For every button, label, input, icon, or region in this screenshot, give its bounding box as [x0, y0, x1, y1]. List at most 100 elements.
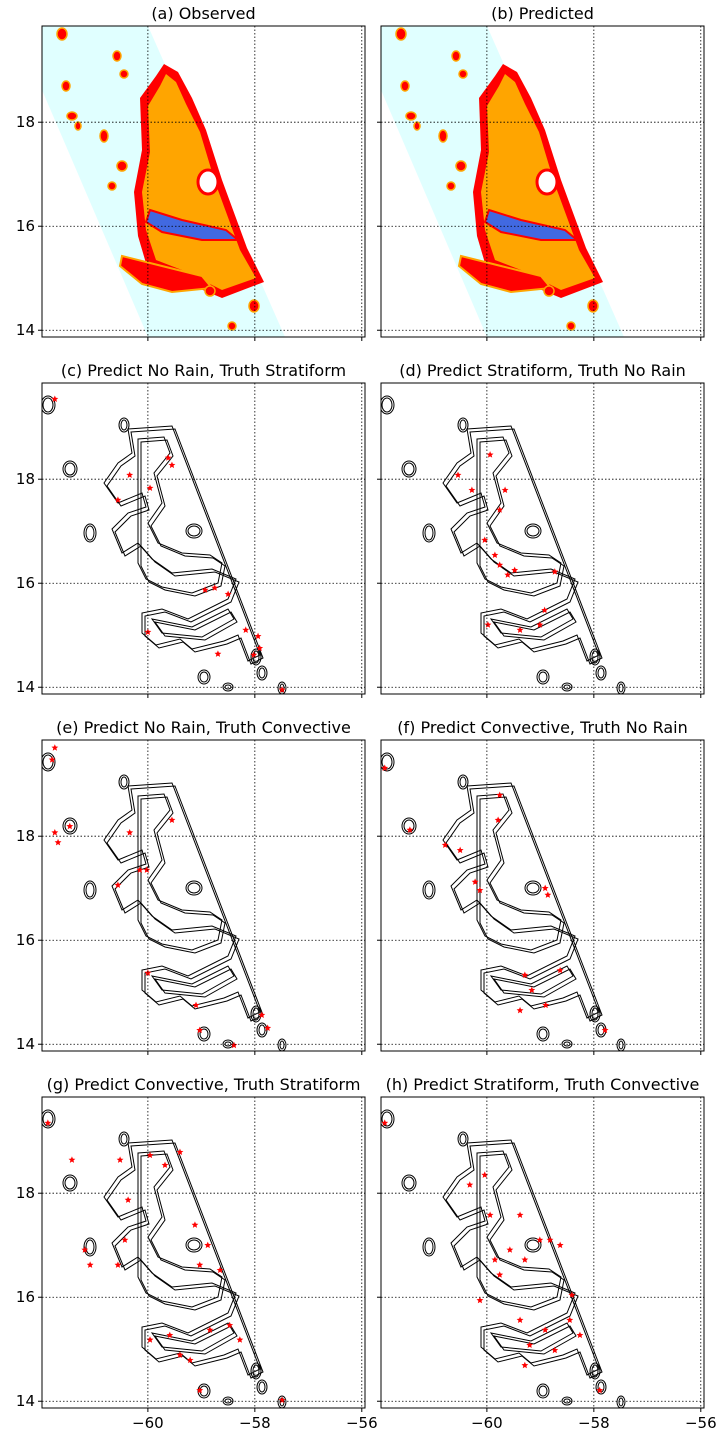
point [193, 1002, 200, 1009]
contour-ring [65, 463, 75, 475]
y-tick-label: 16 [16, 1288, 35, 1306]
point [117, 1156, 124, 1163]
rain-cell [544, 286, 554, 296]
point [521, 1256, 528, 1263]
contour-ring [527, 883, 539, 893]
rain-cell [401, 81, 409, 91]
rain-cell [249, 300, 259, 312]
point [466, 1181, 473, 1188]
point [125, 1196, 132, 1203]
point [557, 1242, 564, 1249]
rain-cell [75, 122, 81, 130]
axes-frame [381, 383, 704, 694]
contour-ring [619, 1398, 623, 1406]
contour-ring [121, 777, 127, 787]
point [491, 552, 498, 559]
point [87, 1261, 94, 1268]
point [577, 1332, 584, 1339]
contour-ring [404, 1177, 414, 1189]
panel-title: (a) Observed [151, 4, 255, 23]
panel-title: (h) Predict Stratiform, Truth Convective [386, 1075, 700, 1094]
contour [155, 1326, 237, 1354]
rain-cell [67, 112, 77, 120]
y-tick-label: 16 [16, 217, 35, 235]
plot-area [380, 753, 625, 1051]
eye [537, 170, 557, 194]
panel-title: (e) Predict No Rain, Truth Convective [56, 718, 351, 737]
point [551, 1347, 558, 1354]
axes-frame [42, 1097, 365, 1408]
panel-title: (c) Predict No Rain, Truth Stratiform [61, 361, 346, 380]
y-tick-label: 16 [16, 931, 35, 949]
y-tick-label: 14 [16, 321, 35, 339]
point [162, 1162, 169, 1169]
point [517, 1317, 524, 1324]
point [541, 607, 548, 614]
contour [152, 609, 234, 637]
contour-ring [65, 1177, 75, 1189]
x-tick-label: −56 [346, 1414, 378, 1432]
plot-area [42, 26, 285, 337]
point [542, 885, 549, 892]
contour-ring [121, 1134, 127, 1144]
contour-ring [598, 668, 604, 678]
y-tick-label: 18 [16, 827, 35, 845]
contour [494, 1326, 576, 1354]
point [136, 866, 143, 873]
contour-ring [539, 1029, 547, 1039]
panel-title: (d) Predict Stratiform, Truth No Rain [399, 361, 686, 380]
point [528, 987, 535, 994]
panel-title: (b) Predicted [491, 4, 594, 23]
contour-ring [43, 398, 53, 412]
contour [152, 966, 234, 994]
contour [491, 609, 573, 637]
rain-cell [117, 161, 127, 171]
plot-area [41, 396, 286, 694]
point [165, 454, 172, 461]
point [121, 1236, 128, 1243]
rain-cell [113, 51, 121, 61]
point [66, 823, 73, 830]
contour-ring [539, 672, 547, 682]
contour-ring [527, 1240, 539, 1250]
contour-ring [86, 883, 94, 897]
point [457, 847, 464, 854]
rain-cell [205, 286, 215, 296]
point [69, 1156, 76, 1163]
contour [446, 429, 602, 664]
point [502, 487, 509, 494]
point [236, 1336, 243, 1343]
point [192, 1221, 199, 1228]
x-tick-label: −58 [239, 1414, 271, 1432]
figure: 141618(a) Observed(b) Predicted141618(c)… [0, 0, 720, 1435]
panel: −60−58−56(h) Predict Stratiform, Truth C… [377, 1075, 717, 1432]
rain-cell [396, 28, 406, 40]
point [215, 650, 222, 657]
rain-cell [456, 161, 466, 171]
contour-ring [460, 777, 466, 787]
point [521, 1362, 528, 1369]
contour-ring [404, 463, 414, 475]
rain-cell [406, 112, 416, 120]
x-tick-label: −56 [685, 1414, 717, 1432]
contour [152, 1323, 234, 1351]
panel: 141618(a) Observed [16, 4, 365, 341]
contour-ring [539, 1386, 547, 1396]
contour-ring [259, 1382, 265, 1392]
point [487, 451, 494, 458]
panel: (f) Predict Convective, Truth No Rain [377, 718, 704, 1055]
contour [446, 786, 602, 1021]
rain-cell [459, 70, 467, 78]
contour-ring [86, 1240, 94, 1254]
point [496, 1271, 503, 1278]
contour-ring [619, 684, 623, 692]
contour-ring [200, 672, 208, 682]
rain-cell [588, 300, 598, 312]
eye [198, 170, 218, 194]
contour-ring [619, 1041, 623, 1049]
contour-ring [382, 398, 392, 412]
contour-ring [259, 1025, 265, 1035]
point [485, 621, 492, 628]
point [495, 816, 502, 823]
